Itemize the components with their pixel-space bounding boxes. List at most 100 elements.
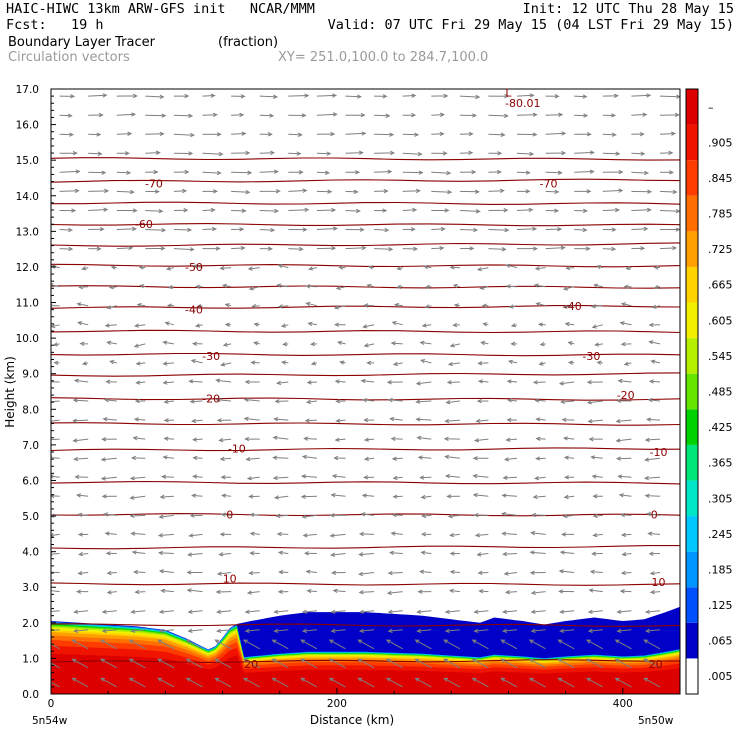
- circulation-vector: [587, 628, 603, 633]
- circulation-vector: [271, 677, 289, 688]
- circulation-vector: [534, 266, 546, 271]
- circulation-vector: [135, 361, 146, 366]
- circulation-vector: [102, 417, 117, 422]
- circulation-vector: [473, 609, 489, 614]
- circulation-vector: [653, 265, 661, 270]
- circulation-vector: [189, 399, 203, 404]
- circulation-vector: [417, 589, 432, 594]
- circulation-vector: [273, 628, 289, 633]
- field-name: Boundary Layer Tracer: [8, 35, 155, 50]
- y-tick-label: 14.0: [16, 191, 39, 203]
- circulation-vector: [248, 570, 260, 576]
- circulation-vector: [659, 131, 677, 136]
- colorbar-label: .425: [708, 421, 733, 434]
- circulation-vector: [259, 132, 273, 137]
- circulation-vector: [300, 677, 318, 688]
- colorbar-swatch: [686, 516, 698, 552]
- y-tick-label: 12.0: [16, 262, 39, 274]
- circulation-vector: [615, 438, 632, 443]
- circulation-vector: [506, 398, 518, 403]
- circulation-vector: [374, 132, 395, 137]
- circulation-vector: [631, 246, 646, 251]
- circulation-vector: [362, 398, 375, 403]
- colorbar-swatch: [686, 587, 698, 623]
- circulation-vector: [391, 512, 403, 518]
- circulation-vector: [620, 341, 632, 347]
- circulation-vector: [588, 436, 603, 442]
- circulation-vector: [534, 398, 546, 403]
- circulation-vector: [224, 322, 232, 327]
- circulation-vector: [415, 399, 432, 404]
- circulation-vector: [488, 227, 510, 233]
- circulation-vector: [157, 533, 174, 538]
- circulation-vector: [288, 151, 302, 156]
- circulation-vector: [620, 302, 632, 307]
- circulation-vector: [216, 571, 232, 576]
- circulation-vector: [659, 170, 675, 175]
- circulation-vector: [559, 550, 575, 555]
- circulation-vector: [59, 94, 76, 99]
- circulation-vector: [328, 677, 346, 688]
- circulation-vector: [104, 531, 117, 536]
- circulation-vector: [510, 341, 517, 347]
- colorbar-swatch: [686, 124, 698, 161]
- circulation-vector: [631, 189, 653, 194]
- circulation-vector: [305, 399, 317, 404]
- circulation-vector: [449, 569, 460, 575]
- circulation-vector: [593, 283, 603, 288]
- circulation-vector: [288, 93, 310, 98]
- circulation-vector: [476, 267, 489, 272]
- circulation-vector: [202, 226, 218, 232]
- circulation-vector: [358, 628, 375, 633]
- contour-label: -30: [202, 350, 220, 363]
- circulation-vector: [562, 304, 575, 309]
- circulation-vector: [110, 265, 117, 270]
- circulation-vector: [528, 658, 546, 669]
- colorbar-label: .905: [708, 136, 733, 149]
- colorbar-label: .785: [708, 208, 733, 221]
- circulation-vector: [158, 514, 174, 519]
- colorbar-swatch: [686, 338, 698, 374]
- circulation-vector: [358, 571, 375, 577]
- circulation-vector: [602, 169, 624, 175]
- circulation-vector: [188, 379, 203, 384]
- circulation-vector: [516, 151, 535, 157]
- y-tick-label: 15.0: [16, 155, 39, 167]
- isotherm-line: [51, 422, 680, 426]
- circulation-vector: [273, 609, 289, 614]
- circulation-vector: [187, 552, 203, 557]
- field-units: (fraction): [218, 35, 279, 50]
- circulation-vector: [392, 361, 403, 367]
- circulation-vector: [475, 418, 489, 424]
- circulation-vector: [614, 677, 632, 688]
- colorbar-frame: [685, 88, 699, 695]
- circulation-vector: [316, 226, 339, 231]
- colorbar-label: .365: [708, 457, 733, 470]
- circulation-vector: [595, 264, 603, 270]
- circulation-vector: [574, 150, 595, 155]
- circulation-vector: [444, 609, 460, 614]
- circulation-vector: [288, 227, 308, 232]
- circulation-vector: [534, 475, 546, 481]
- circulation-vector: [392, 494, 403, 499]
- circulation-vector: [88, 132, 102, 137]
- circulation-vector: [385, 677, 403, 688]
- circulation-vector: [387, 570, 403, 576]
- colorbar-swatch: [686, 373, 698, 410]
- circulation-vector: [59, 132, 75, 137]
- circulation-vector: [271, 658, 289, 669]
- isotherm-line: [51, 329, 680, 334]
- y-tick-label: 2.0: [22, 618, 39, 630]
- circulation-vector: [51, 303, 60, 308]
- colorbar-label: .605: [708, 314, 733, 327]
- circulation-vector: [135, 380, 146, 385]
- circulation-vector: [500, 658, 518, 669]
- circulation-vector: [162, 361, 174, 366]
- circulation-vector: [362, 324, 375, 329]
- circulation-vector: [444, 474, 460, 479]
- circulation-vector: [51, 610, 60, 613]
- circulation-vector: [345, 94, 362, 99]
- circulation-vector: [563, 455, 575, 460]
- y-tick-label: 8.0: [22, 404, 39, 416]
- circulation-vector: [282, 341, 289, 347]
